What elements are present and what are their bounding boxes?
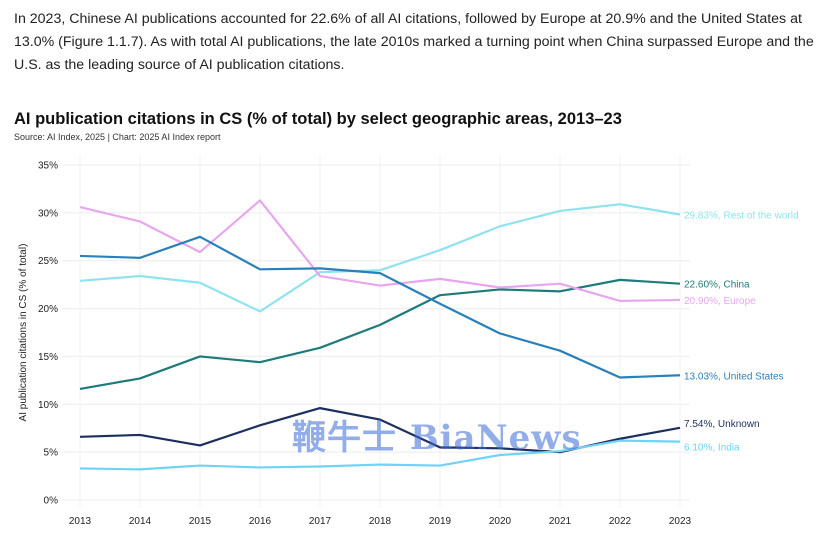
x-tick-label: 2018 <box>369 516 392 527</box>
y-tick-label: 5% <box>44 448 59 459</box>
watermark: 鞭牛士 BiaNews <box>292 418 582 458</box>
series-end-label: 7.54%, Unknown <box>684 419 760 430</box>
y-tick-label: 35% <box>38 161 58 172</box>
x-tick-label: 2021 <box>549 516 572 527</box>
chart-title: AI publication citations in CS (% of tot… <box>14 110 622 128</box>
x-tick-label: 2019 <box>429 516 452 527</box>
series-end-label: 20.90%, Europe <box>684 296 756 307</box>
series-line-europe <box>79 199 681 303</box>
series-end-label: 29.83%, Rest of the world <box>684 210 799 221</box>
x-tick-label: 2017 <box>309 516 332 527</box>
series-line-china <box>79 278 681 391</box>
series-end-label: 22.60%, China <box>684 280 750 291</box>
y-tick-label: 0% <box>44 496 59 507</box>
series-line-united-states <box>79 235 681 379</box>
y-tick-label: 25% <box>38 256 58 267</box>
x-tick-label: 2014 <box>129 516 152 527</box>
y-tick-label: 20% <box>38 304 58 315</box>
series-end-label: 6.10%, India <box>684 443 740 454</box>
intro-paragraph: In 2023, Chinese AI publications account… <box>14 11 814 73</box>
chart-source: Source: AI Index, 2025 | Chart: 2025 AI … <box>14 132 221 142</box>
y-tick-label: 10% <box>38 400 58 411</box>
x-tick-label: 2015 <box>189 516 212 527</box>
series-line-india <box>79 439 681 471</box>
x-tick-label: 2022 <box>609 516 632 527</box>
x-tick-label: 2023 <box>669 516 692 527</box>
series-line-rest-of-the-world <box>79 203 681 313</box>
x-tick-label: 2013 <box>69 516 92 527</box>
x-tick-label: 2020 <box>489 516 512 527</box>
y-tick-label: 15% <box>38 352 58 363</box>
y-axis-label: AI publication citations in CS (% of tot… <box>18 244 29 422</box>
x-tick-label: 2016 <box>249 516 272 527</box>
y-tick-label: 30% <box>38 208 58 219</box>
series-end-label: 13.03%, United States <box>684 371 784 382</box>
